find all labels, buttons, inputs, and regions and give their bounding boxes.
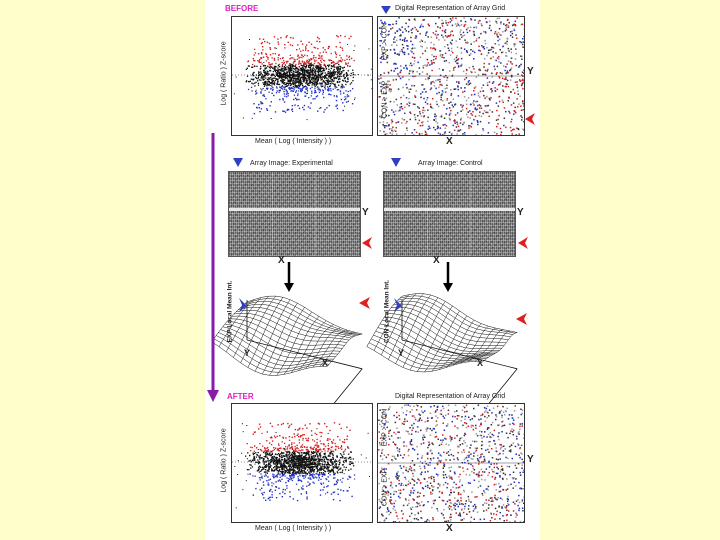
exp-surface-blue-marker — [239, 298, 247, 312]
before-grid-x-axis: X — [446, 136, 453, 147]
after-grid-x-axis: X — [446, 523, 453, 534]
before-grid-blue-marker — [381, 6, 391, 14]
before-grid-title: Digital Representation of Array Grid — [395, 5, 506, 12]
after-ma-ylabel: Log ( Ratio ) Z-score — [220, 428, 228, 493]
after-grid-dots — [378, 404, 524, 522]
exp-image-band — [229, 208, 360, 212]
con-image-y-axis: Y — [517, 207, 524, 218]
ma-points — [233, 35, 372, 121]
con-image-title: Array Image: Control — [418, 160, 483, 167]
after-title: AFTER — [227, 392, 254, 401]
exp-down-arrow-head — [284, 283, 294, 292]
after-ma-xlabel: Mean ( Log ( Intensity ) ) — [255, 525, 332, 532]
before-ma-plot — [231, 16, 373, 136]
con-image-gridline — [427, 172, 429, 256]
con-surface-x-axis: X — [477, 358, 484, 368]
ma-points — [234, 422, 370, 509]
exp-image-title: Array Image: Experimental — [250, 160, 333, 167]
before-ma-scatter — [232, 35, 372, 121]
before-grid-y-axis: Y — [527, 66, 534, 77]
con-image-red-marker — [518, 237, 528, 249]
exp-image-x-axis: X — [278, 255, 285, 266]
con-surface-blue-marker — [394, 298, 402, 312]
exp-image-gridline — [315, 172, 317, 256]
con-image-band — [384, 208, 515, 212]
exp-image-gridline — [272, 172, 274, 256]
con-array-image — [383, 171, 516, 257]
before-array-grid — [377, 16, 525, 136]
after-ma-plot — [231, 403, 373, 523]
before-title: BEFORE — [225, 4, 259, 13]
exp-surface-red-marker — [359, 297, 370, 309]
con-image-gridline — [470, 172, 472, 256]
exp-image-red-marker — [362, 237, 372, 249]
after-grid-y-axis: Y — [527, 454, 534, 465]
before-ma-xlabel: Mean ( Log ( Intensity ) ) — [255, 138, 332, 145]
exp-image-y-axis: Y — [362, 207, 369, 218]
exp-image-blue-marker — [233, 158, 243, 167]
con-down-arrow-head — [443, 283, 453, 292]
after-ma-scatter — [232, 422, 372, 509]
after-grid-bottom-label: CON > EXP — [381, 468, 389, 507]
figure-panel: BEFORE Log ( Ratio ) Z-score Mean ( Log … — [205, 0, 540, 540]
con-surface-y-axis: Y — [398, 348, 405, 358]
exp-surface-plot — [211, 295, 363, 413]
grid-spots — [378, 17, 524, 135]
surface-mesh — [211, 295, 363, 376]
exp-surface-y-axis: Y — [244, 348, 251, 358]
surface-mesh — [366, 293, 518, 373]
after-grid-title: Digital Representation of Array Grid — [395, 393, 506, 400]
exp-array-image — [228, 171, 361, 257]
before-grid-red-marker — [525, 113, 535, 125]
con-image-x-axis: X — [433, 255, 440, 266]
grid-spots — [378, 404, 524, 522]
arrow-overlay — [207, 6, 535, 402]
after-grid-top-label: EXP > CON — [381, 408, 389, 447]
purple-arrow-head — [207, 390, 219, 402]
after-array-grid — [377, 403, 525, 523]
con-image-blue-marker — [391, 158, 401, 167]
before-grid-dots — [378, 17, 524, 135]
con-surface-red-marker — [516, 313, 527, 325]
exp-surface-x-axis: X — [322, 358, 329, 368]
con-surface-plot — [366, 293, 518, 413]
